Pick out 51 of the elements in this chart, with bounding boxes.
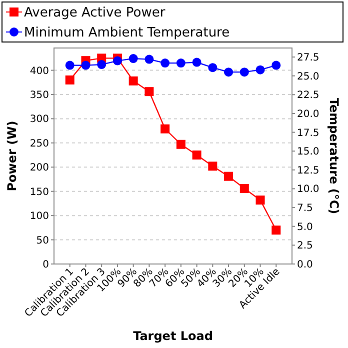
point: [208, 162, 218, 171]
legend-label: Minimum Ambient Temperature: [24, 26, 230, 41]
y2-tick-label: 10.0: [297, 184, 320, 196]
y2-tick-label: 17.5: [297, 128, 320, 139]
point: [176, 58, 186, 68]
y2-tick-label: 12.5: [297, 165, 320, 176]
point: [144, 54, 154, 64]
point: [272, 60, 281, 70]
point: [112, 56, 122, 66]
y-tick-label: 300: [30, 114, 49, 126]
point: [144, 87, 154, 96]
x-axis-title: Target Load: [133, 329, 213, 343]
y2-tick-label: 5.0: [297, 222, 313, 233]
point: [224, 68, 234, 77]
y-tick-label: 100: [30, 211, 49, 222]
point: [272, 226, 281, 235]
point: [240, 184, 249, 193]
point: [240, 68, 249, 77]
point: [224, 172, 234, 181]
legend-label: Average Active Power: [24, 6, 166, 21]
y2-tick-label: 7.5: [297, 203, 313, 214]
point: [128, 54, 138, 64]
y2-tick-label: 20.0: [297, 108, 320, 120]
point: [65, 60, 74, 70]
point: [256, 196, 265, 205]
y-tick-label: 50: [36, 235, 49, 246]
point: [160, 124, 170, 134]
point: [81, 60, 90, 70]
point: [256, 65, 265, 74]
y2-axis-title: Temperature (°C): [327, 98, 341, 214]
point: [208, 63, 218, 72]
y-tick-label: 0: [42, 260, 49, 270]
y2-tick-label: 25.0: [297, 71, 320, 82]
y2-tick-label: 22.5: [297, 90, 320, 102]
point: [192, 150, 202, 160]
point: [176, 140, 186, 149]
point: [65, 75, 74, 84]
y-tick-label: 350: [30, 90, 49, 101]
y-axis-title: Power (W): [5, 120, 19, 192]
y2-tick-label: 2.5: [297, 240, 313, 252]
y2-tick-label: 15.0: [297, 146, 320, 158]
y-tick-label: 250: [30, 138, 49, 150]
point: [192, 58, 202, 67]
y-tick-label: 400: [30, 66, 49, 77]
y2-tick-label: 27.5: [297, 52, 320, 64]
point: [160, 58, 170, 68]
point: [128, 76, 138, 86]
y-tick-label: 200: [30, 162, 49, 174]
point: [97, 60, 106, 70]
y2-tick-label: 0.0: [297, 260, 313, 270]
y-tick-label: 150: [30, 186, 49, 198]
